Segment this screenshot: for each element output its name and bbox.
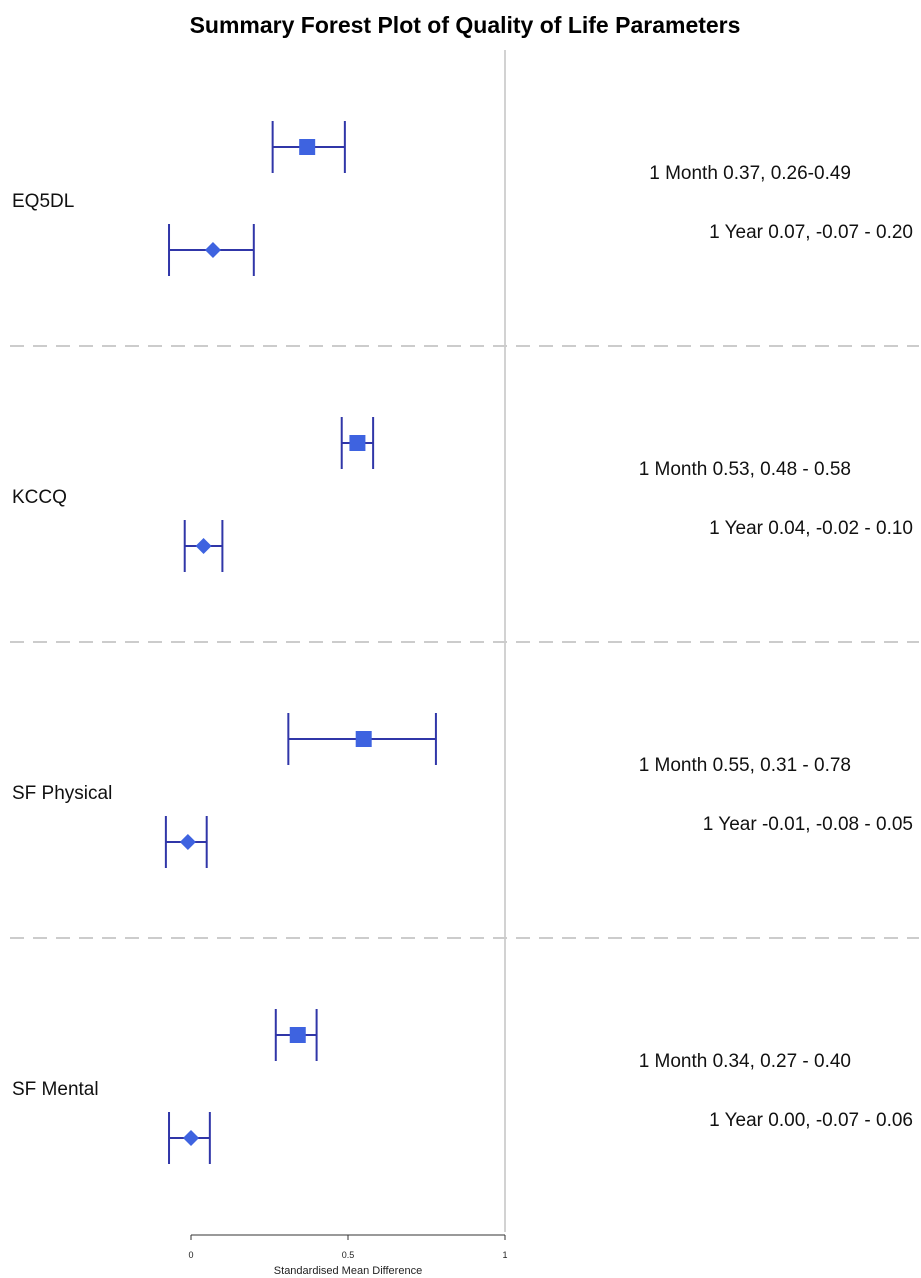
point-estimate-diamond <box>204 242 221 258</box>
point-estimate-diamond <box>183 1130 199 1146</box>
estimate-label: 1 Year 0.04, -0.02 - 0.10 <box>709 518 913 539</box>
group-label: SF Mental <box>12 1079 99 1100</box>
estimate-label: 1 Year 0.00, -0.07 - 0.06 <box>709 1110 913 1131</box>
point-estimate-diamond <box>179 834 196 850</box>
x-axis: 0 0.5 1 <box>188 1234 508 1260</box>
marks-layer <box>164 121 437 1164</box>
point-estimate-diamond <box>195 538 212 554</box>
point-estimate-square <box>299 139 316 155</box>
labels-layer: EQ5DL 1 Month 0.37, 0.26-0.49 1 Year 0.07,… <box>12 163 913 1131</box>
grid-layer <box>10 50 919 1232</box>
point-estimate-square <box>349 435 366 451</box>
estimate-label: 1 Month 0.37, 0.26-0.49 <box>649 163 851 184</box>
group-label: KCCQ <box>12 487 67 508</box>
x-tick-label: 0.5 <box>342 1250 355 1260</box>
x-axis-title: Standardised Mean Difference <box>274 1265 422 1277</box>
x-tick-label: 1 <box>502 1250 507 1260</box>
x-tick-label: 0 <box>188 1250 193 1260</box>
estimate-label: 1 Year -0.01, -0.08 - 0.05 <box>703 814 913 835</box>
point-estimate-square <box>289 1027 306 1043</box>
group-label: EQ5DL <box>12 191 74 212</box>
estimate-label: 1 Month 0.55, 0.31 - 0.78 <box>639 755 851 776</box>
estimate-label: 1 Month 0.53, 0.48 - 0.58 <box>639 459 851 480</box>
point-estimate-square <box>355 731 372 747</box>
group-label: SF Physical <box>12 783 112 804</box>
estimate-label: 1 Month 0.34, 0.27 - 0.40 <box>639 1051 851 1072</box>
chart-title: Summary Forest Plot of Quality of Life P… <box>190 12 741 38</box>
estimate-label: 1 Year 0.07, -0.07 - 0.20 <box>709 222 913 243</box>
